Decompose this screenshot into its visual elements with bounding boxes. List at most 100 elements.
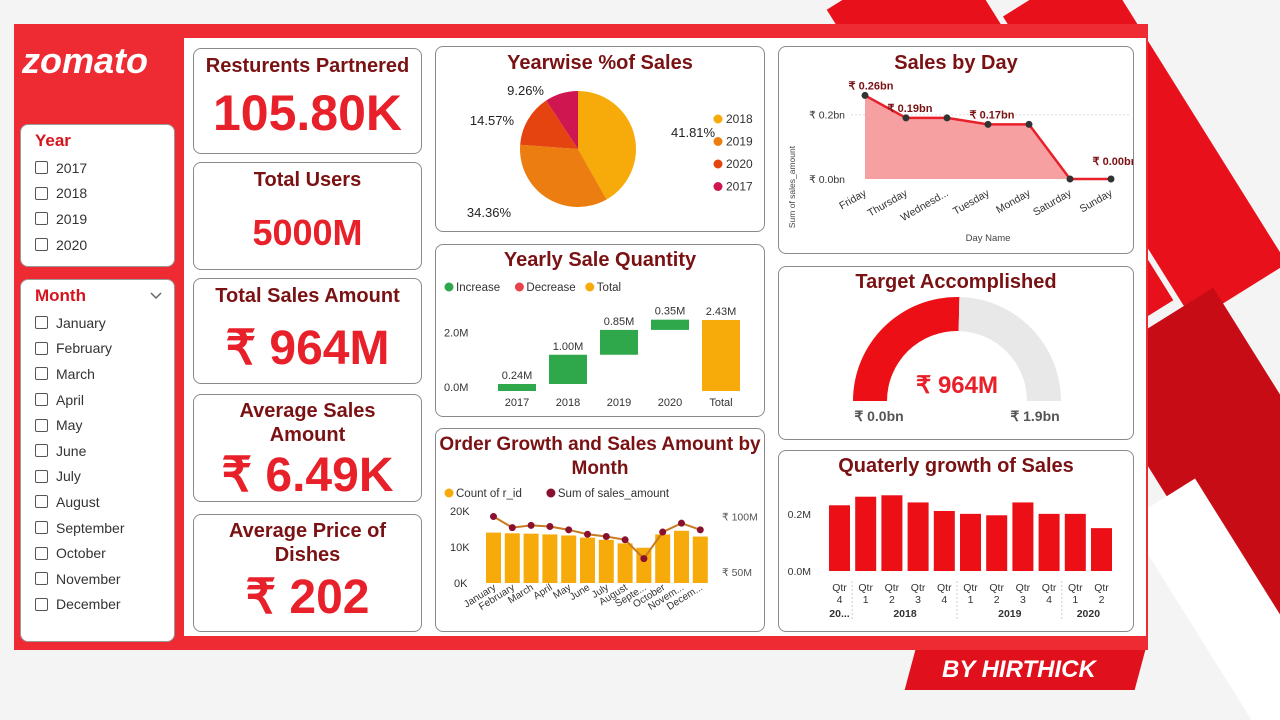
month-option[interactable]: June (35, 438, 174, 464)
checkbox[interactable] (35, 393, 48, 407)
count-bar (523, 533, 539, 583)
kpi-users-card: Total Users 5000M (193, 162, 422, 270)
month-option-label: August (56, 493, 100, 510)
checkbox[interactable] (35, 418, 48, 432)
month-slicer: Month January February March April May June Ju… (20, 279, 175, 642)
checkbox[interactable] (35, 597, 48, 611)
checkbox[interactable] (35, 572, 48, 586)
y-tick-label: 0.2M (788, 509, 811, 521)
line-point (1066, 175, 1074, 183)
x-tick-label: Qtr (989, 582, 1004, 594)
legend-marker (514, 282, 524, 292)
x-tick-label: 3 (915, 594, 921, 606)
count-bar (655, 534, 671, 583)
x-tick-label: Qtr (885, 582, 900, 594)
month-option[interactable]: March (35, 361, 174, 387)
month-option[interactable]: November (35, 566, 174, 592)
checkbox[interactable] (35, 367, 48, 381)
yearwise-sales-card: Yearwise %of Sales 41.81% 34.36% 14.57% 9.2… (435, 46, 765, 232)
x-tick-label: Qtr (1068, 582, 1083, 594)
month-option[interactable]: February (35, 336, 174, 362)
sales-by-day-card: Sales by Day Sum of sales_amount ₹ 0.2bn ₹… (778, 46, 1134, 254)
legend-label: Sum of sales_amount (558, 488, 670, 500)
month-option[interactable]: December (35, 592, 174, 618)
checkbox[interactable] (35, 469, 48, 483)
checkbox[interactable] (35, 212, 48, 226)
kpi-avg-price-card: Average Price of Dishes ₹ 202 (193, 514, 422, 632)
checkbox[interactable] (35, 238, 48, 252)
y-tick-label: 10K (450, 542, 470, 554)
month-option[interactable]: May (35, 412, 174, 438)
kpi-value: 5000M (252, 212, 363, 253)
line-point (527, 521, 535, 529)
checkbox[interactable] (35, 444, 48, 458)
y-tick-label: 0.0M (444, 382, 468, 394)
gauge-fill (853, 297, 960, 401)
year-option[interactable]: 2019 (35, 206, 174, 232)
checkbox[interactable] (35, 341, 48, 355)
kpi-sales-card: Total Sales Amount ₹ 964M (193, 278, 422, 384)
chevron-down-icon[interactable] (150, 286, 162, 306)
x-tick-label: 2018 (556, 397, 580, 409)
pie-slice (578, 91, 636, 200)
month-option[interactable]: September (35, 515, 174, 541)
count-bar (486, 532, 501, 583)
point-data-label: ₹ 0.26bn (849, 80, 894, 92)
line-point (902, 114, 910, 122)
month-option-label: December (56, 596, 121, 613)
quarter-bar (1064, 513, 1086, 571)
year-slicer: Year 2017 2018 2019 2020 (20, 124, 175, 267)
month-option-label: September (56, 519, 125, 536)
bar-data-label: 1.00M (553, 341, 584, 353)
bar-data-label: 2.43M (706, 306, 737, 318)
y-tick-label: 0K (454, 578, 468, 590)
checkbox[interactable] (35, 161, 48, 175)
kpi-avg-sales-card: Average Sales Amount ₹ 6.49K (193, 394, 422, 502)
year-option[interactable]: 2017 (35, 155, 174, 181)
checkbox[interactable] (35, 186, 48, 200)
x-tick-label: Qtr (858, 582, 873, 594)
count-bar (504, 533, 520, 583)
waterfall-bar (702, 319, 740, 391)
order-growth-combo-chart: Count of r_id Sum of sales_amount 20K 10K 0K… (444, 488, 758, 613)
x-tick-label: Qtr (1016, 582, 1031, 594)
checkbox[interactable] (35, 546, 48, 560)
quarter-bar (881, 495, 903, 571)
month-option-label: March (56, 365, 95, 382)
kpi-title: Total Sales Amount (215, 285, 400, 307)
line-point (984, 120, 992, 128)
month-option[interactable]: January (35, 310, 174, 336)
line-point (584, 530, 591, 538)
month-option-label: June (56, 442, 87, 459)
chart-title: Yearly Sale Quantity (503, 249, 697, 271)
x-tick-label: 1 (863, 594, 869, 606)
count-bar (674, 530, 689, 583)
x-tick-label: 2 (889, 594, 895, 606)
checkbox[interactable] (35, 495, 48, 509)
pie-data-label: 9.26% (507, 83, 544, 98)
legend-marker (713, 114, 723, 124)
x-tick-label: 2 (994, 594, 1000, 606)
x-tick-label: Sunday (1078, 187, 1115, 216)
month-option[interactable]: October (35, 540, 174, 566)
line-point (602, 532, 610, 540)
gauge-remaining (958, 297, 1061, 401)
x-tick-label: 2 (1099, 594, 1105, 606)
x-tick-label: Qtr (1042, 582, 1057, 594)
kpi-restaurants-card: Resturents Partnered 105.80K (193, 48, 422, 154)
year-option[interactable]: 2018 (35, 181, 174, 207)
month-option[interactable]: August (35, 489, 174, 515)
x-tick-label: 1 (968, 594, 974, 606)
line-point (1107, 175, 1115, 183)
month-option[interactable]: July (35, 464, 174, 490)
month-option[interactable]: April (35, 387, 174, 413)
checkbox[interactable] (35, 316, 48, 330)
quarterly-card: Quaterly growth of Sales 0.2M 0.0M Qtr 4 Qtr… (778, 450, 1134, 632)
year-group-label: 2019 (998, 608, 1022, 620)
checkbox[interactable] (35, 521, 48, 535)
kpi-title: Total Users (253, 169, 362, 191)
year-group-label: 2018 (893, 608, 917, 620)
x-tick-label: 4 (1046, 594, 1052, 606)
quarter-bar (960, 513, 981, 571)
year-option[interactable]: 2020 (35, 232, 174, 258)
